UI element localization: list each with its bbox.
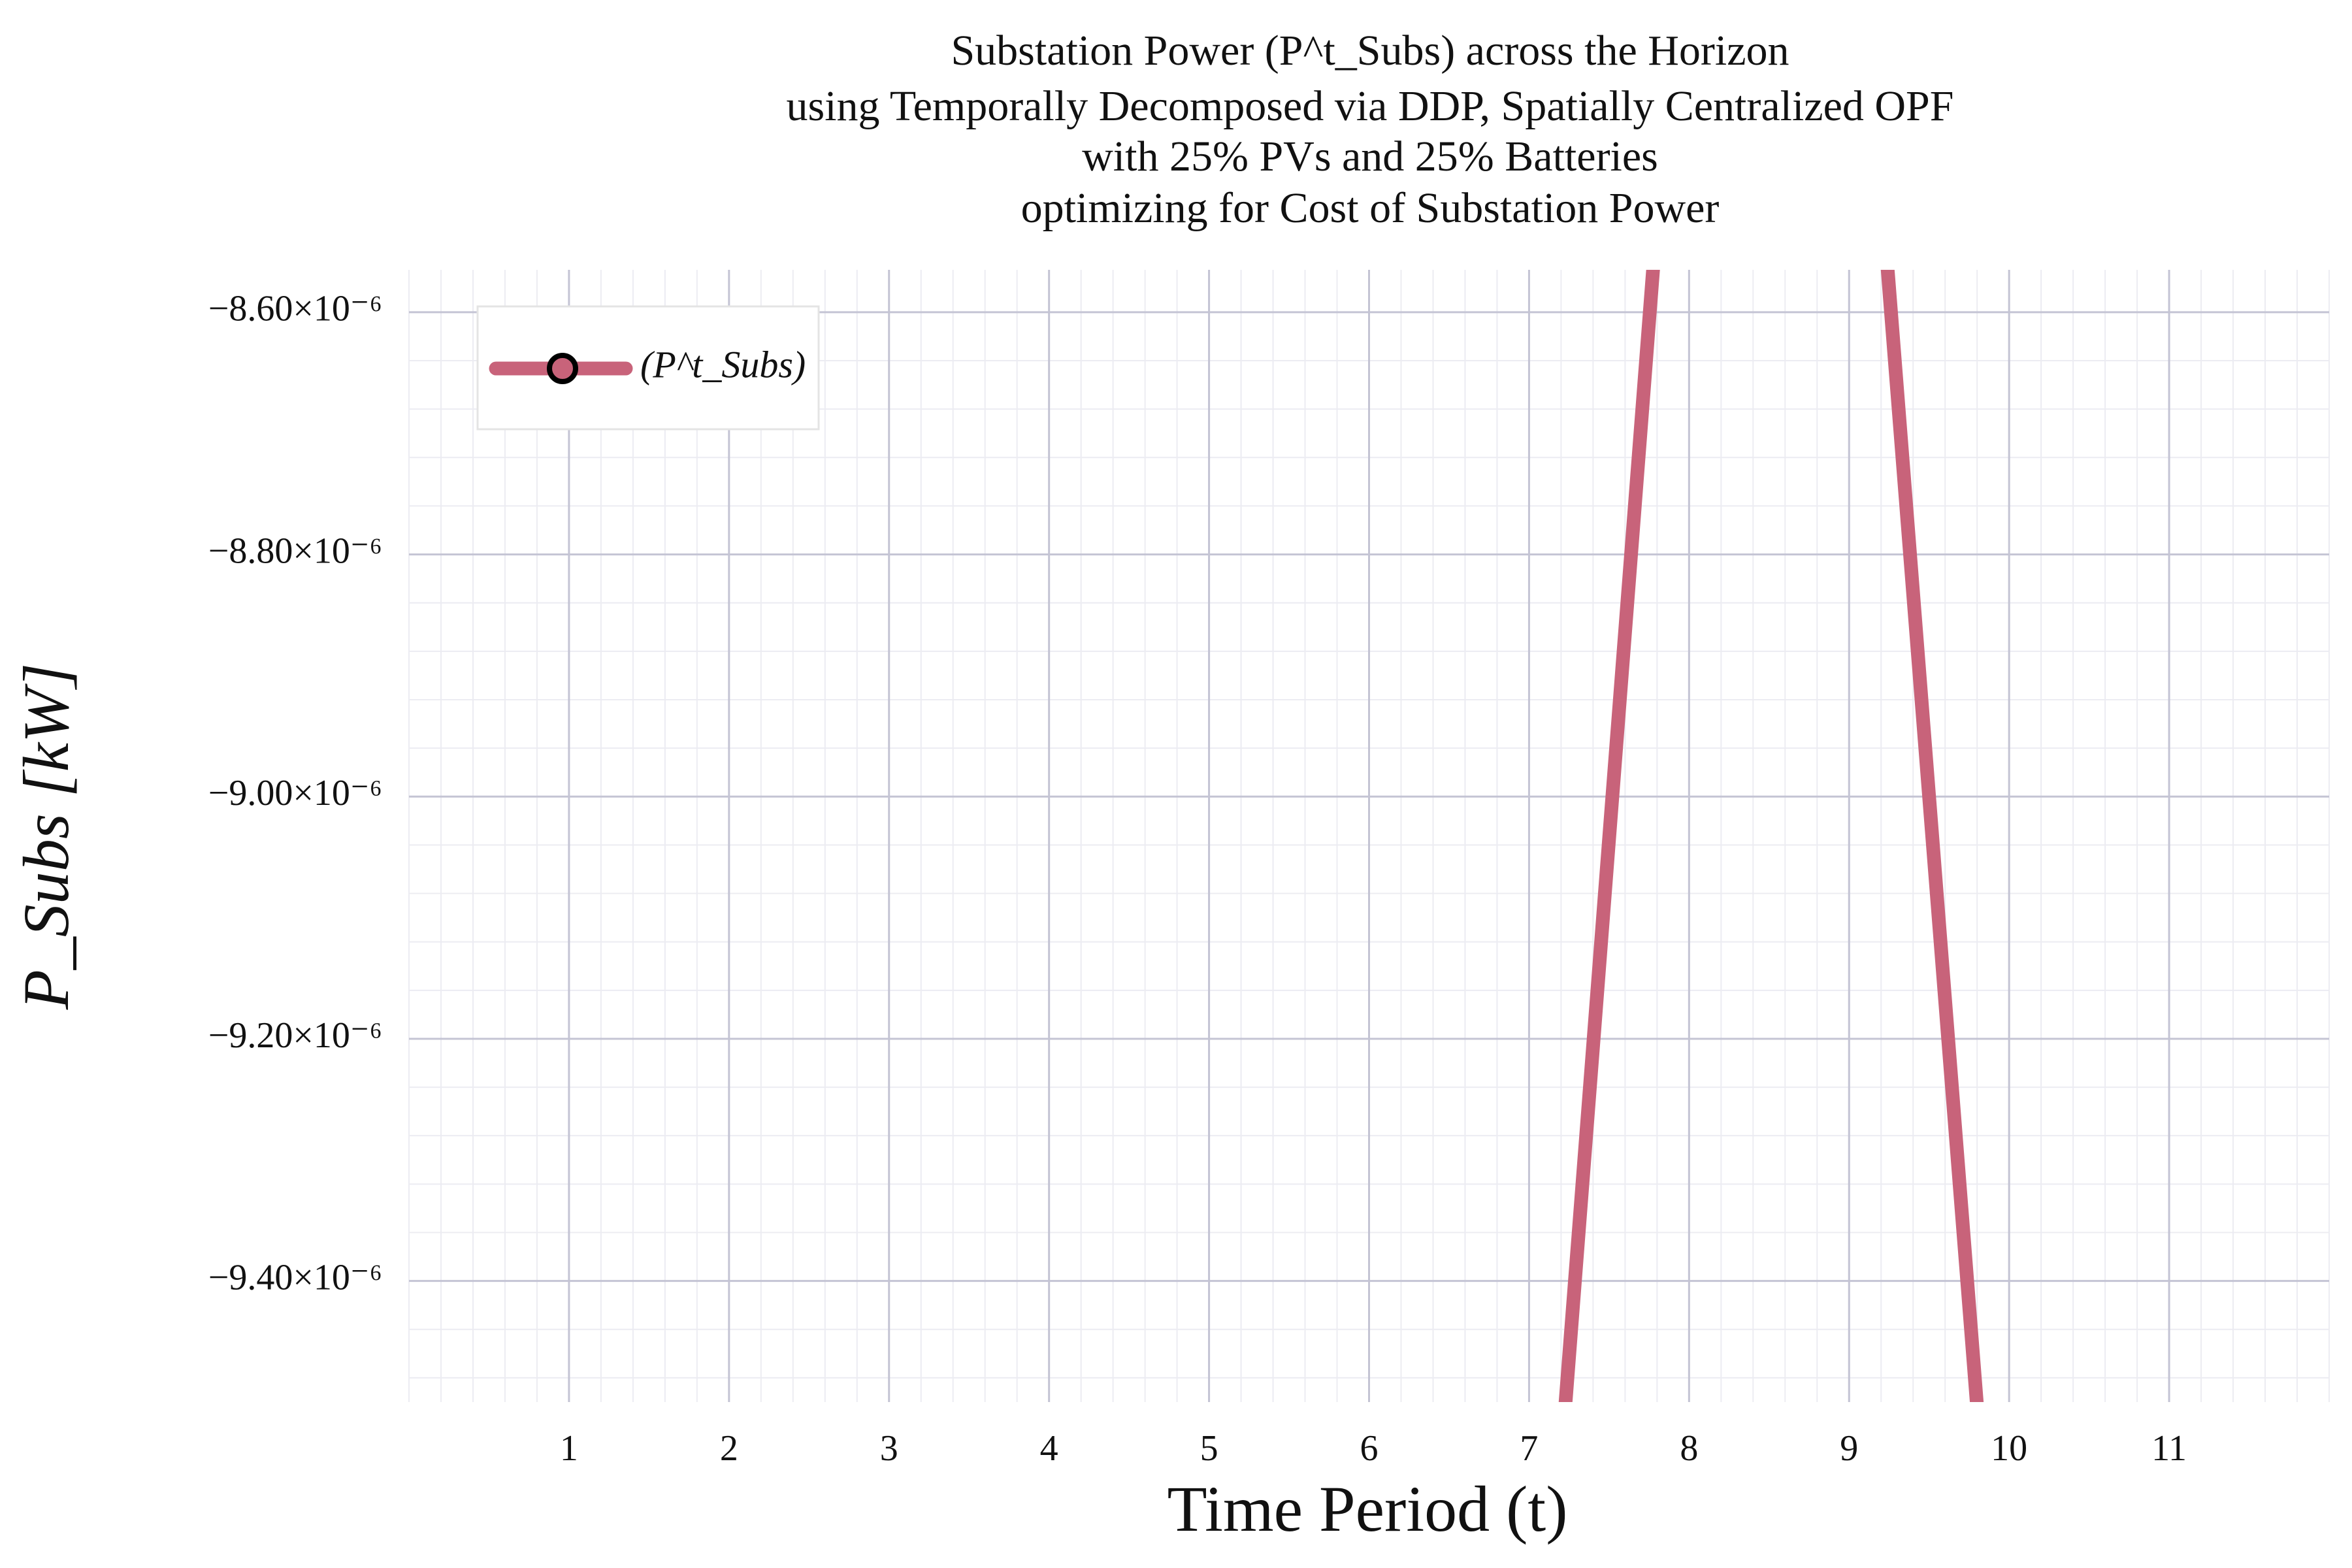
- x-tick-label: 10: [1991, 1428, 2027, 1469]
- title-line: with 25% PVs and 25% Batteries: [1082, 133, 1658, 180]
- x-tick-label: 6: [1360, 1428, 1379, 1469]
- title-line: Substation Power (P^t_Subs) across the H…: [951, 27, 1789, 74]
- x-tick-label: 7: [1520, 1428, 1538, 1469]
- x-tick-label: 9: [1840, 1428, 1858, 1469]
- plot-area: [1558, 270, 1984, 1402]
- title-line: using Temporally Decomposed via DDP, Spa…: [787, 82, 1954, 130]
- legend: (P^t_Subs): [476, 305, 820, 431]
- x-tick-label: 11: [2151, 1428, 2187, 1469]
- grid: [408, 270, 2330, 1402]
- y-tick-label: −9.00×10⁻⁶: [208, 773, 382, 813]
- x-tick-label: 5: [1200, 1428, 1218, 1469]
- x-tick-label: 8: [1680, 1428, 1698, 1469]
- x-tick-label: 3: [880, 1428, 898, 1469]
- title: Substation Power (P^t_Subs) across the H…: [787, 27, 1954, 232]
- y-tick-label: −9.20×10⁻⁶: [208, 1015, 382, 1056]
- y-tick-label: −8.60×10⁻⁶: [208, 289, 382, 329]
- x-tick-label: 1: [560, 1428, 578, 1469]
- y-tick-label: −9.40×10⁻⁶: [208, 1257, 382, 1298]
- x-tick-label: 2: [720, 1428, 738, 1469]
- y-axis-label: P_Subs [kW]: [10, 663, 82, 1011]
- data-line: [1558, 270, 1984, 1402]
- y-tick-label: −8.80×10⁻⁶: [208, 531, 382, 571]
- x-axis-label: Time Period (t): [1168, 1473, 1568, 1545]
- legend-marker: [547, 353, 578, 384]
- legend-label: (P^t_Subs): [640, 343, 806, 385]
- x-tick-label: 4: [1040, 1428, 1058, 1469]
- title-line: optimizing for Cost of Substation Power: [1021, 184, 1720, 232]
